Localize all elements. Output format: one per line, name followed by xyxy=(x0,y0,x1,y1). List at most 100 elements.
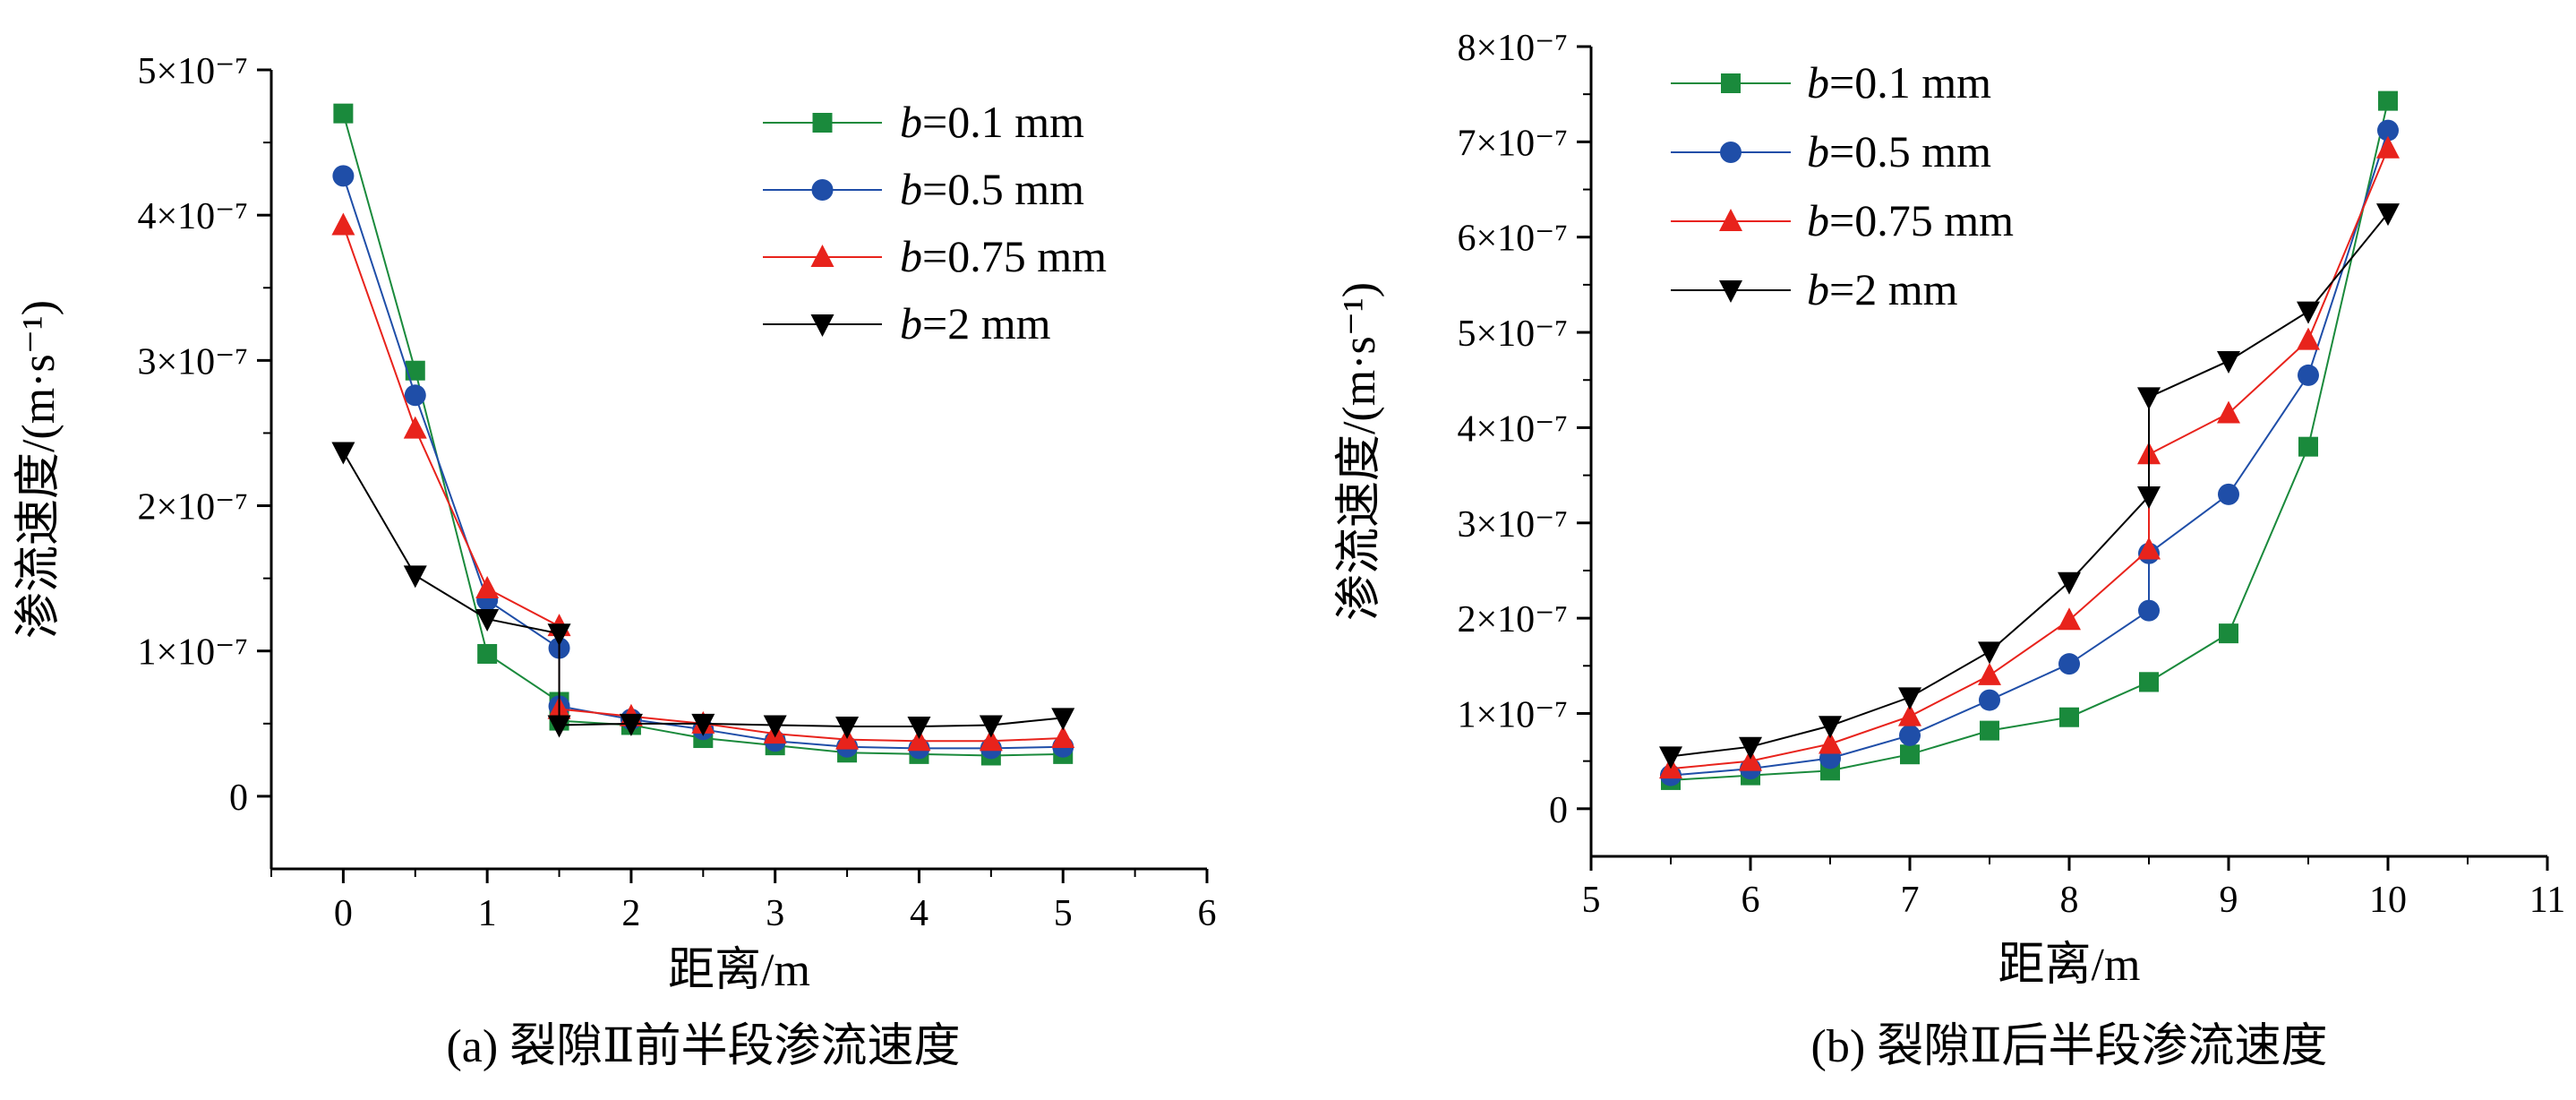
data-point xyxy=(979,715,1003,738)
x-tick-label: 5 xyxy=(1582,880,1601,921)
legend-item: b=2 mm xyxy=(1671,264,1958,314)
legend-label-value: =2 mm xyxy=(922,298,1051,348)
legend-label-var: b xyxy=(1807,195,1829,245)
chart-panel-a: 0 1 2 3 4 5 6 0 1×10⁻⁷ 2×10⁻⁷ 3×10⁻⁷ 4×10⁻⁷ 5×10⁻⁷ 距离… xyxy=(13,51,1217,1072)
data-point xyxy=(404,384,426,407)
data-point xyxy=(2059,707,2079,727)
series-b-0-5-mm xyxy=(1660,119,2399,786)
x-tick-label: 1 xyxy=(478,893,497,934)
legend-item: b=0.5 mm xyxy=(1671,126,1991,176)
data-point xyxy=(331,212,355,236)
y-tick-label: 1×10⁻⁷ xyxy=(138,632,249,674)
x-tick-label: 5 xyxy=(1054,893,1073,934)
y-tick-label: 4×10⁻⁷ xyxy=(138,196,249,237)
chart-panel-b: 5 6 7 8 9 10 11 0 1×10⁻⁷ 2×10⁻⁷ 3×10⁻⁷ 4×10⁻⁷ 5×10⁻⁷… xyxy=(1334,28,2565,1072)
series-line xyxy=(342,451,1064,728)
legend-label-value: =0.1 mm xyxy=(1829,57,1991,107)
data-point xyxy=(1900,744,1920,765)
legend-label-var: b xyxy=(1807,126,1829,176)
legend-label-value: =0.75 mm xyxy=(922,231,1107,281)
legend-marker xyxy=(810,245,834,267)
series-line xyxy=(342,113,1064,757)
legend-label-var: b xyxy=(900,97,922,147)
legend-item: b=0.1 mm xyxy=(763,97,1084,147)
x-tick-label: 2 xyxy=(621,893,640,934)
y-tick-label: 6×10⁻⁷ xyxy=(1458,219,1569,260)
data-point xyxy=(2058,653,2080,675)
x-tick-label: 0 xyxy=(334,893,353,934)
x-tick-label: 3 xyxy=(766,893,784,934)
data-point xyxy=(2217,350,2240,374)
data-point xyxy=(1978,641,2001,665)
legend-marker xyxy=(810,314,834,337)
data-point xyxy=(403,416,427,439)
data-point xyxy=(475,575,500,598)
y-tick-label: 2×10⁻⁷ xyxy=(1458,599,1569,640)
legend-label: b=2 mm xyxy=(1807,264,1958,314)
legend-label-var: b xyxy=(900,164,922,214)
panel-caption: (b) 裂隙Ⅱ后半段渗流速度 xyxy=(1811,1021,2328,1072)
data-point xyxy=(1979,689,2000,711)
legend-label-var: b xyxy=(1807,264,1829,314)
data-point xyxy=(1739,736,1762,760)
y-tick-label: 0 xyxy=(229,778,248,819)
data-point xyxy=(2297,327,2320,350)
data-point xyxy=(907,717,931,740)
x-tick-label: 10 xyxy=(2369,880,2407,921)
data-point xyxy=(2377,119,2399,142)
data-point xyxy=(1819,731,1842,754)
legend-label-value: =0.5 mm xyxy=(1829,126,1991,176)
series-line xyxy=(342,225,1064,743)
data-point xyxy=(2058,607,2081,631)
y-tick-label: 8×10⁻⁷ xyxy=(1458,28,1569,69)
data-point xyxy=(333,103,354,124)
legend-label: b=0.75 mm xyxy=(900,231,1107,281)
x-axis-label: 距离/m xyxy=(668,945,810,996)
data-point xyxy=(332,165,355,187)
legend-label-value: =2 mm xyxy=(1829,264,1958,314)
data-point xyxy=(1739,748,1762,771)
data-point xyxy=(835,717,860,740)
data-point xyxy=(2297,301,2320,324)
x-tick-label: 8 xyxy=(2060,880,2079,921)
y-tick-label: 2×10⁻⁷ xyxy=(138,487,249,529)
legend-label-var: b xyxy=(900,298,922,348)
data-point xyxy=(1898,703,1921,726)
y-tick-label: 7×10⁻⁷ xyxy=(1458,123,1569,164)
data-point xyxy=(2137,387,2161,410)
legend-marker xyxy=(1719,280,1742,303)
series-b-0-75-mm xyxy=(1659,135,2400,779)
data-point xyxy=(2378,90,2398,111)
y-tick-label: 0 xyxy=(1549,790,1568,831)
legend-label: b=0.1 mm xyxy=(900,97,1084,147)
data-point xyxy=(1980,720,1999,741)
legend-label: b=2 mm xyxy=(900,298,1051,348)
series-b-2-mm xyxy=(1659,203,2400,769)
legend-marker xyxy=(1719,209,1742,231)
legend-label: b=0.5 mm xyxy=(1807,126,1991,176)
data-point xyxy=(2218,483,2239,505)
x-tick-label: 11 xyxy=(2529,880,2565,921)
legend-label-value: =0.75 mm xyxy=(1829,195,2014,245)
data-point xyxy=(691,713,715,736)
y-tick-label: 4×10⁻⁷ xyxy=(1458,408,1569,450)
y-tick-label: 1×10⁻⁷ xyxy=(1458,694,1569,735)
x-tick-label: 7 xyxy=(1901,880,1920,921)
data-point xyxy=(1898,687,1921,710)
data-point xyxy=(2058,571,2081,595)
data-point xyxy=(475,609,500,632)
y-axis-label: 渗流速度/(m·s⁻¹) xyxy=(1334,282,1385,621)
data-point xyxy=(403,565,427,589)
legend-item: b=2 mm xyxy=(763,298,1051,348)
data-point xyxy=(2217,400,2240,424)
data-point xyxy=(1051,708,1075,731)
y-tick-label: 3×10⁻⁷ xyxy=(138,341,249,382)
legend-item: b=0.75 mm xyxy=(1671,195,2014,245)
x-tick-label: 6 xyxy=(1742,880,1760,921)
y-tick-label: 3×10⁻⁷ xyxy=(1458,504,1569,546)
data-point xyxy=(2137,486,2161,509)
legend-label: b=0.75 mm xyxy=(1807,195,2014,245)
legend-marker xyxy=(811,179,834,201)
data-point xyxy=(2137,537,2161,560)
panel-caption: (a) 裂隙Ⅱ前半段渗流速度 xyxy=(446,1021,960,1072)
